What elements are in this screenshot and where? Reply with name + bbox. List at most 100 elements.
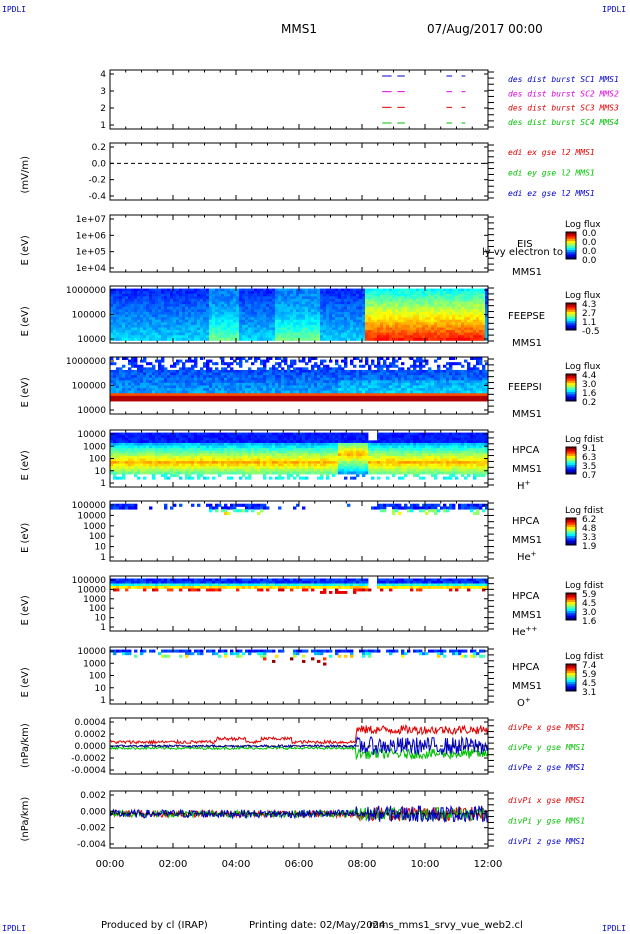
colorbar-frame-hpca_he [565,517,577,546]
colorbar-frame-hpca_o [565,663,577,692]
ytick-label-hpca_he: 1 [100,553,106,563]
legend-entry-divpe: divPe y gse MMS1 [508,743,585,752]
xtick-label: 04:00 [222,859,251,870]
ytick-label-divpi: 0.000 [80,807,106,817]
colorbar-tick-feepse: 4.3 [582,300,596,310]
colorbar-cell-eis [566,232,576,235]
colorbar-cell-hpca_hepp [566,599,576,603]
legend-entry-divpe: divPe z gse MMS1 [508,763,585,772]
colorbar-cell-hpca_hepp [566,593,576,596]
colorbar-cell-hpca_hepp [566,602,576,605]
colorbar-title-hpca_h: Log fdist [565,435,604,445]
ytick-label-hpca_h: 10 [95,467,107,477]
legend-entry-edi: edi ez gse l2 MMS1 [508,189,595,198]
ytick-label-hpca_hepp: 100000 [72,576,107,586]
ytick-label-hpca_he: 100 [89,532,106,542]
instrument-label-hpca_he: HPCA [512,516,540,527]
colorbar-frame-eis [565,231,577,260]
colorbar-cell-feepsi [566,376,576,379]
footer-file: mms_mms1_srvy_vue_web2.cl [369,920,523,931]
legend-entry-edi: edi ex gse l2 MMS1 [508,148,595,157]
colorbar-tick-hpca_he: 4.8 [582,524,597,534]
colorbar-cell-eis [566,238,576,242]
colorbar-tick-hpca_hepp: 5.9 [582,590,597,600]
ytick-label-hpca_he: 10 [95,543,107,553]
colorbar-title-feepse: Log flux [565,291,601,301]
ylabel-feepsi: E (eV) [20,377,31,407]
colorbar-cell-feepsi [566,374,576,377]
colorbar-cell-hpca_he [566,538,576,541]
colorbar-cell-hpca_he [566,527,576,530]
colorbar-tick-hpca_hepp: 1.6 [582,617,597,627]
ytick-label-feepsi: 100000 [72,382,107,392]
colorbar-cell-eis [566,241,576,244]
ytick-label-edi: 0.0 [92,159,107,169]
colorbar-frame-hpca_h [565,446,577,475]
colorbar-cell-hpca_he [566,518,576,521]
colorbar-tick-hpca_h: 3.5 [582,462,596,472]
colorbar-cell-hpca_he [566,531,576,535]
colorbar-cell-feepsi [566,387,576,391]
colorbar-tick-feepsi: 4.4 [582,371,597,381]
ytick-label-hpca_h: 1000 [83,442,106,452]
colorbar-tick-hpca_h: 6.3 [582,453,596,463]
colorbar-cell-feepse [566,318,576,322]
colorbar-tick-eis: 0.0 [582,247,597,257]
colorbar-cell-hpca_o [566,684,576,687]
ytick-label-hpca_he: 1000 [83,522,106,532]
colorbar-cell-feepse [566,309,576,313]
colorbar-cell-hpca_he [566,522,576,526]
spectrogram-feepse [110,288,489,341]
colorbar-tick-hpca_hepp: 4.5 [582,599,596,609]
colorbar-cell-hpca_hepp [566,604,576,607]
colorbar-cell-hpca_hepp [566,611,576,614]
colorbar-cell-hpca_h [566,453,576,457]
colorbar-tick-eis: 0.0 [582,229,597,239]
ytick-label-eis: 1e+04 [76,264,107,274]
colorbar-cell-feepse [566,314,576,317]
ytick-label-edi: 0.2 [92,143,106,153]
colorbar-tick-feepsi: 3.0 [582,380,597,390]
ytick-label-hpca_o: 100 [89,672,106,682]
ytick-label-hpca_o: 1000 [83,659,106,669]
colorbar-frame-feepse [565,302,577,331]
colorbar-tick-eis: 0.0 [582,238,597,248]
ytick-label-hpca_he: 100000 [72,501,107,511]
colorbar-cell-hpca_o [566,673,576,676]
colorbar-cell-hpca_hepp [566,597,576,601]
ylabel-hpca_o: E (eV) [20,667,31,697]
colorbar-title-hpca_o: Log fdist [565,652,604,662]
ylabel-divpe: (nPa/km) [20,723,31,768]
colorbar-cell-hpca_he [566,520,576,523]
instrument-label-hpca_o: HPCA [512,662,540,673]
colorbar-cell-eis [566,250,576,253]
colorbar-cell-hpca_he [566,540,576,544]
series-line-divpe-1 [109,746,489,761]
species-label-hpca_hepp: He++ [512,625,538,638]
colorbar-cell-feepse [566,312,576,315]
corner-label-br: IPDLI [602,924,627,933]
ytick-label-feepsi: 10000 [77,406,106,416]
colorbar-title-feepsi: Log flux [565,362,601,372]
ytick-label-divpe: 0.0004 [75,718,107,728]
colorbar-cell-hpca_o [566,675,576,678]
legend-entry-burst: des dist burst SC4 MMS4 [508,118,619,127]
ytick-label-hpca_o: 10 [95,684,107,694]
colorbar-cell-hpca_h [566,462,576,466]
spacecraft-label-feepse: MMS1 [512,338,542,349]
colorbar-cell-eis [566,236,576,240]
spacecraft-label-eis: MMS1 [512,267,542,278]
panel-frame-divpi [109,790,489,849]
ytick-label-divpi: 0.002 [80,791,106,801]
spectrogram-hpca_he [110,503,489,516]
panel-frame-burst [109,69,489,130]
ytick-label-burst: 1 [100,121,106,131]
ylabel-eis: E (eV) [20,235,31,265]
colorbar-cell-eis [566,247,576,251]
colorbar-title-hpca_he: Log fdist [565,506,604,516]
colorbar-tick-hpca_h: 0.7 [582,471,596,481]
colorbar-cell-feepsi [566,392,576,395]
colorbar-cell-hpca_hepp [566,606,576,610]
legend-entry-burst: des dist burst SC3 MMS3 [508,104,619,113]
